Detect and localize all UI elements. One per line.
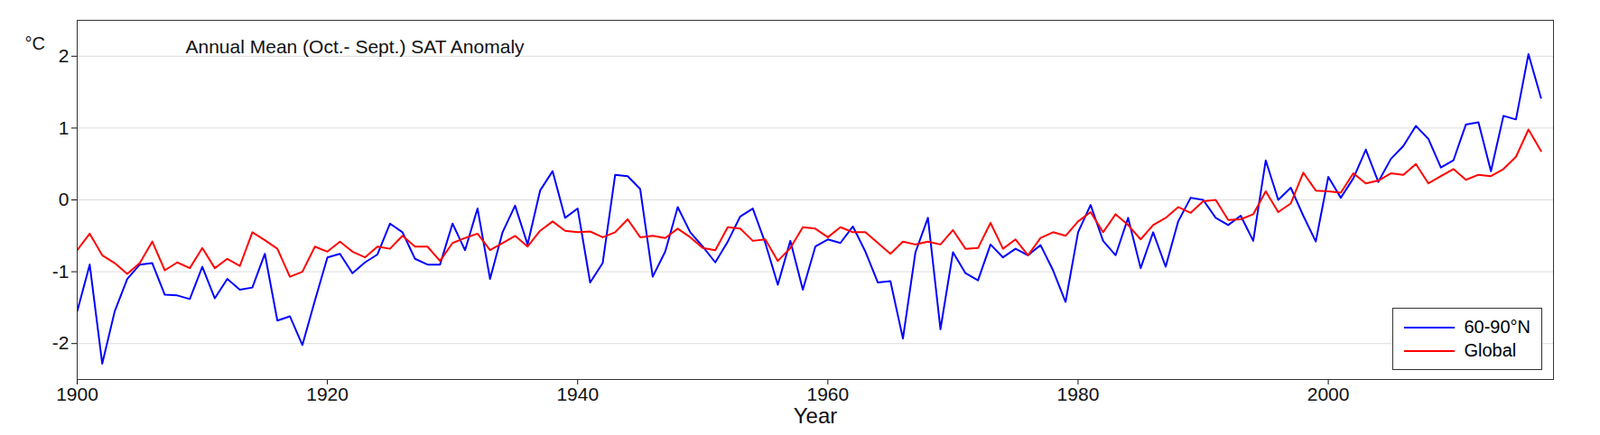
svg-text:°C: °C [25, 33, 46, 54]
svg-text:2: 2 [58, 45, 70, 66]
svg-text:1980: 1980 [1057, 383, 1100, 405]
svg-text:1960: 1960 [806, 383, 849, 405]
svg-text:1920: 1920 [306, 383, 349, 405]
svg-text:1940: 1940 [556, 383, 599, 405]
svg-text:0: 0 [58, 188, 70, 210]
svg-text:Annual Mean (Oct.- Sept.) SAT: Annual Mean (Oct.- Sept.) SAT Anomaly [186, 36, 526, 57]
svg-text:-1: -1 [52, 260, 70, 282]
html-text:Global: Global [1464, 340, 1517, 361]
html-text:60-90°N: 60-90°N [1464, 316, 1531, 337]
svg-text:1900: 1900 [55, 383, 99, 405]
svg-text:2000: 2000 [1307, 383, 1350, 405]
svg-text:Year: Year [793, 403, 838, 428]
svg-text:-2: -2 [52, 332, 70, 354]
svg-text:1: 1 [58, 117, 70, 139]
